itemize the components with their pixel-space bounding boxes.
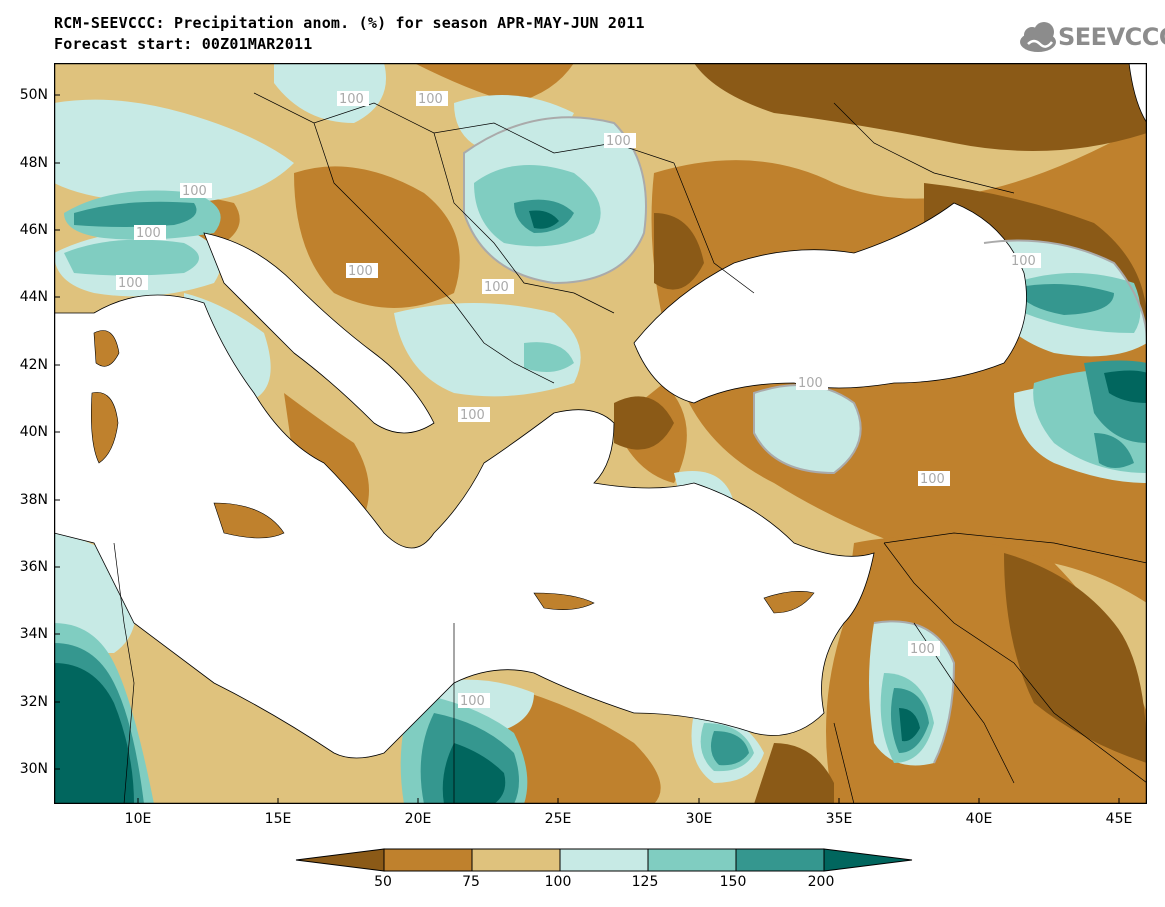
legend-label: 100 (544, 874, 572, 890)
cloud-icon (1020, 22, 1056, 52)
seevccc-logo (1020, 22, 1056, 52)
mediterranean-sea (54, 294, 875, 759)
crete (533, 592, 595, 610)
lon-label: 30E (685, 811, 713, 827)
contour-label: 100 (910, 642, 935, 657)
logo-text: SEEVCCC (1058, 23, 1165, 51)
sicily (213, 502, 285, 539)
lat-label: 38N (19, 492, 48, 508)
contour-label: 100 (484, 280, 509, 295)
lat-label: 48N (19, 155, 48, 171)
lat-label: 42N (19, 357, 48, 373)
contour-label: 100 (920, 472, 945, 487)
forecast-start-label: Forecast start: 00Z01MAR2011 (54, 35, 313, 53)
islands (91, 330, 815, 614)
contour-label: 100 (460, 408, 485, 423)
map-frame (54, 63, 1147, 804)
legend-label: 125 (631, 874, 659, 890)
contour-label: 100 (118, 276, 143, 291)
lon-ticks (137, 798, 1120, 804)
contour-label: 100 (339, 92, 364, 107)
caspian-sea (1128, 63, 1147, 124)
lat-label: 32N (19, 694, 48, 710)
sea-mask (54, 63, 1147, 759)
lat-label: 36N (19, 559, 48, 575)
legend-swatch (823, 848, 913, 872)
lat-label: 44N (19, 289, 48, 305)
legend-swatch (647, 848, 737, 872)
contour-label: 100 (606, 134, 631, 149)
country-borders (113, 92, 1147, 804)
contour-label: 100 (1011, 254, 1036, 269)
lat-label: 50N (19, 87, 48, 103)
contour-label: 100 (418, 92, 443, 107)
lon-label: 25E (544, 811, 572, 827)
legend-swatch (559, 848, 649, 872)
map-title: RCM-SEEVCCC: Precipitation anom. (%) for… (54, 14, 645, 32)
lon-label: 45E (1105, 811, 1133, 827)
lat-label: 40N (19, 424, 48, 440)
lat-label: 34N (19, 626, 48, 642)
precipitation-anomaly-map: 100 100 100 100 100 100 100 100 100 100 … (54, 63, 1147, 804)
adriatic-sea (203, 232, 435, 434)
cyprus (763, 591, 815, 614)
lon-label: 10E (124, 811, 152, 827)
legend-swatch (735, 848, 825, 872)
legend-swatch (295, 848, 385, 872)
lon-label: 20E (404, 811, 432, 827)
lon-label: 35E (825, 811, 853, 827)
contour-label: 100 (136, 226, 161, 241)
contour-label: 100 (798, 376, 823, 391)
legend-label: 50 (374, 874, 392, 890)
corsica (93, 330, 120, 367)
contour-labels: 100 100 100 100 100 100 100 100 100 100 … (116, 91, 1041, 709)
black-sea (633, 202, 1027, 404)
legend-swatch (383, 848, 473, 872)
contour-label: 100 (348, 264, 373, 279)
contour-label: 100 (182, 184, 207, 199)
lon-label: 40E (965, 811, 993, 827)
lat-ticks (54, 94, 60, 770)
legend-label: 150 (719, 874, 747, 890)
field-above-200 (54, 210, 1147, 804)
lon-label: 15E (264, 811, 292, 827)
lat-label: 30N (19, 761, 48, 777)
contour-label: 100 (460, 694, 485, 709)
lat-label: 46N (19, 222, 48, 238)
legend-label: 200 (807, 874, 835, 890)
legend-label: 75 (462, 874, 480, 890)
legend-swatch (471, 848, 561, 872)
sardinia (91, 392, 119, 464)
